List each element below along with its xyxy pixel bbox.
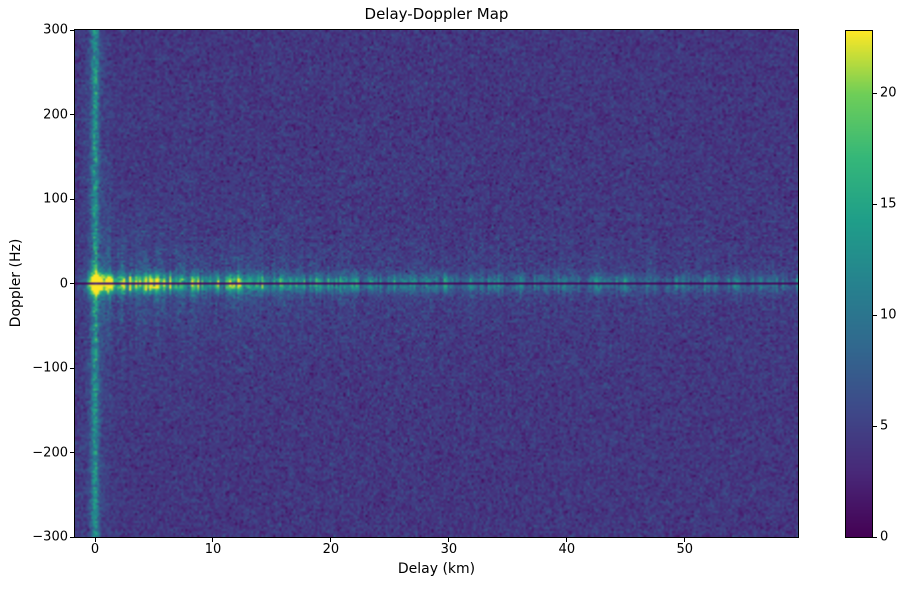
colorbar-tick-mark [873, 203, 877, 205]
x-tick-mark [212, 538, 214, 542]
colorbar-tick-label: 20 [880, 85, 897, 101]
y-tick-mark [70, 198, 74, 200]
y-tick-label: −200 [32, 445, 68, 460]
colorbar-canvas [846, 31, 872, 537]
y-tick-mark [70, 452, 74, 453]
colorbar-tick-label: 0 [880, 529, 889, 545]
y-tick-label: 300 [43, 22, 68, 38]
y-tick-mark [70, 367, 74, 369]
y-axis-label: Doppler (Hz) [8, 238, 24, 328]
x-tick-label: 50 [676, 542, 694, 557]
y-tick-mark [70, 283, 74, 284]
x-tick-mark [684, 538, 686, 542]
y-tick-label: 100 [43, 191, 68, 207]
colorbar-tick-label: 10 [880, 307, 897, 323]
y-tick-mark [70, 536, 74, 538]
y-tick-label: −100 [32, 360, 68, 376]
chart-title: Delay-Doppler Map [364, 5, 509, 23]
colorbar-tick-mark [873, 536, 877, 538]
colorbar-tick-label: 5 [880, 418, 889, 434]
colorbar-tick-mark [873, 314, 877, 316]
colorbar [845, 30, 873, 538]
x-tick-label: 0 [90, 542, 100, 557]
colorbar-tick-mark [873, 425, 877, 427]
x-tick-mark [448, 538, 450, 542]
x-tick-mark [566, 538, 568, 542]
x-tick-label: 10 [204, 542, 222, 557]
heatmap-canvas [75, 30, 798, 537]
x-tick-mark [330, 538, 332, 542]
colorbar-tick-mark [873, 92, 877, 94]
y-tick-mark [70, 114, 74, 115]
plot-area [74, 29, 799, 538]
x-axis-label: Delay (km) [397, 561, 476, 577]
x-tick-label: 40 [558, 542, 576, 557]
y-tick-label: 200 [43, 107, 68, 122]
x-tick-label: 30 [440, 542, 458, 557]
y-tick-mark [70, 29, 74, 31]
y-tick-label: 0 [59, 276, 68, 291]
colorbar-tick-label: 15 [880, 196, 897, 212]
x-tick-label: 20 [322, 542, 340, 557]
x-tick-mark [94, 538, 96, 542]
y-tick-label: −300 [32, 529, 68, 545]
